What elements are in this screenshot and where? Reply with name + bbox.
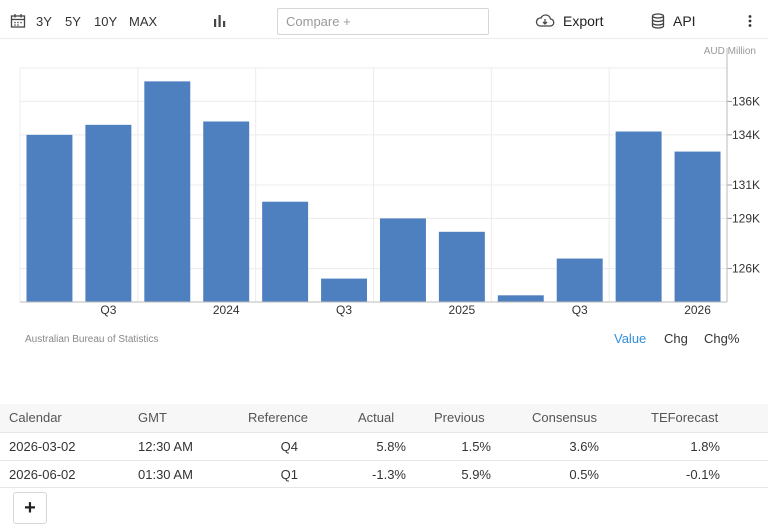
cell-calendar: 2026-06-02 (9, 467, 76, 482)
mode-chg-percent-button[interactable]: Chg% (704, 331, 740, 346)
mode-value-button[interactable]: Value (614, 331, 647, 346)
bar (85, 124, 132, 302)
source-label: Australian Bureau of Statistics (25, 334, 159, 345)
x-tick-label: 2024 (213, 303, 240, 317)
bar (497, 295, 544, 302)
export-button[interactable]: Export (535, 0, 603, 42)
cell-calendar: 2026-03-02 (9, 439, 76, 454)
unit-label: AUD Million (703, 46, 756, 57)
api-label: API (673, 13, 696, 29)
calendar-icon[interactable] (10, 0, 26, 42)
cell-gmt: 01:30 AM (138, 467, 193, 482)
table-row: 2026-03-02 12:30 AM Q4 5.8% 1.5% 3.6% 1.… (0, 432, 768, 460)
cell-teforecast: -0.1% (686, 467, 720, 482)
table-header-row: Calendar GMT Reference Actual Previous C… (0, 404, 768, 432)
y-tick-label: 129K (732, 211, 760, 225)
cell-actual: 5.8% (376, 439, 406, 454)
x-tick-label: Q3 (336, 303, 352, 317)
x-tick-label: Q3 (572, 303, 588, 317)
cell-previous: 5.9% (461, 467, 491, 482)
api-button[interactable]: API (651, 0, 696, 42)
cell-previous: 1.5% (461, 439, 491, 454)
cell-consensus: 3.6% (569, 439, 599, 454)
chart-panel (0, 38, 768, 366)
bar (674, 151, 721, 302)
header-teforecast: TEForecast (651, 410, 719, 425)
bar (556, 258, 603, 302)
x-tick-label: Q3 (100, 303, 116, 317)
y-tick-label: 126K (732, 262, 760, 276)
cell-reference: Q1 (280, 467, 298, 482)
database-icon (651, 13, 665, 29)
header-gmt: GMT (138, 410, 167, 425)
header-previous: Previous (434, 410, 485, 425)
cell-consensus: 0.5% (569, 467, 599, 482)
export-label: Export (563, 13, 604, 29)
cell-teforecast: 1.8% (690, 439, 720, 454)
more-menu-icon[interactable] (747, 0, 753, 42)
range-10y-button[interactable]: 10Y (94, 13, 118, 29)
bar (262, 201, 309, 302)
y-tick-label: 134K (732, 128, 760, 142)
bar (26, 134, 73, 302)
cell-gmt: 12:30 AM (138, 439, 193, 454)
range-5y-button[interactable]: 5Y (65, 13, 81, 29)
chart-toolbar: 3Y 5Y 10Y MAX Compare + Export API (0, 0, 768, 42)
bar (144, 81, 191, 302)
range-3y-button[interactable]: 3Y (36, 13, 52, 29)
add-row-button[interactable]: + (13, 492, 47, 524)
x-tick-label: 2026 (684, 303, 711, 317)
header-reference: Reference (248, 410, 308, 425)
bar (615, 131, 662, 302)
header-calendar: Calendar (9, 410, 62, 425)
cell-reference: Q4 (280, 439, 298, 454)
bar (203, 121, 250, 302)
bar (379, 218, 426, 302)
y-tick-label: 136K (732, 94, 760, 108)
table-row: 2026-06-02 01:30 AM Q1 -1.3% 5.9% 0.5% -… (0, 460, 768, 488)
header-consensus: Consensus (532, 410, 598, 425)
mode-chg-button[interactable]: Chg (664, 331, 688, 346)
bar (438, 231, 485, 302)
chart-type-icon[interactable] (213, 0, 227, 42)
cloud-download-icon (535, 14, 555, 27)
header-actual: Actual (358, 410, 395, 425)
cell-actual: -1.3% (372, 467, 406, 482)
bar (321, 278, 368, 302)
y-tick-label: 131K (732, 178, 760, 192)
x-tick-label: 2025 (449, 303, 476, 317)
compare-input[interactable]: Compare + (277, 8, 489, 35)
bar-chart: 126K 129K 131K 134K 136K Q3 2024 Q3 2025 Q3 2026 (19, 48, 760, 317)
range-max-button[interactable]: MAX (129, 13, 158, 29)
